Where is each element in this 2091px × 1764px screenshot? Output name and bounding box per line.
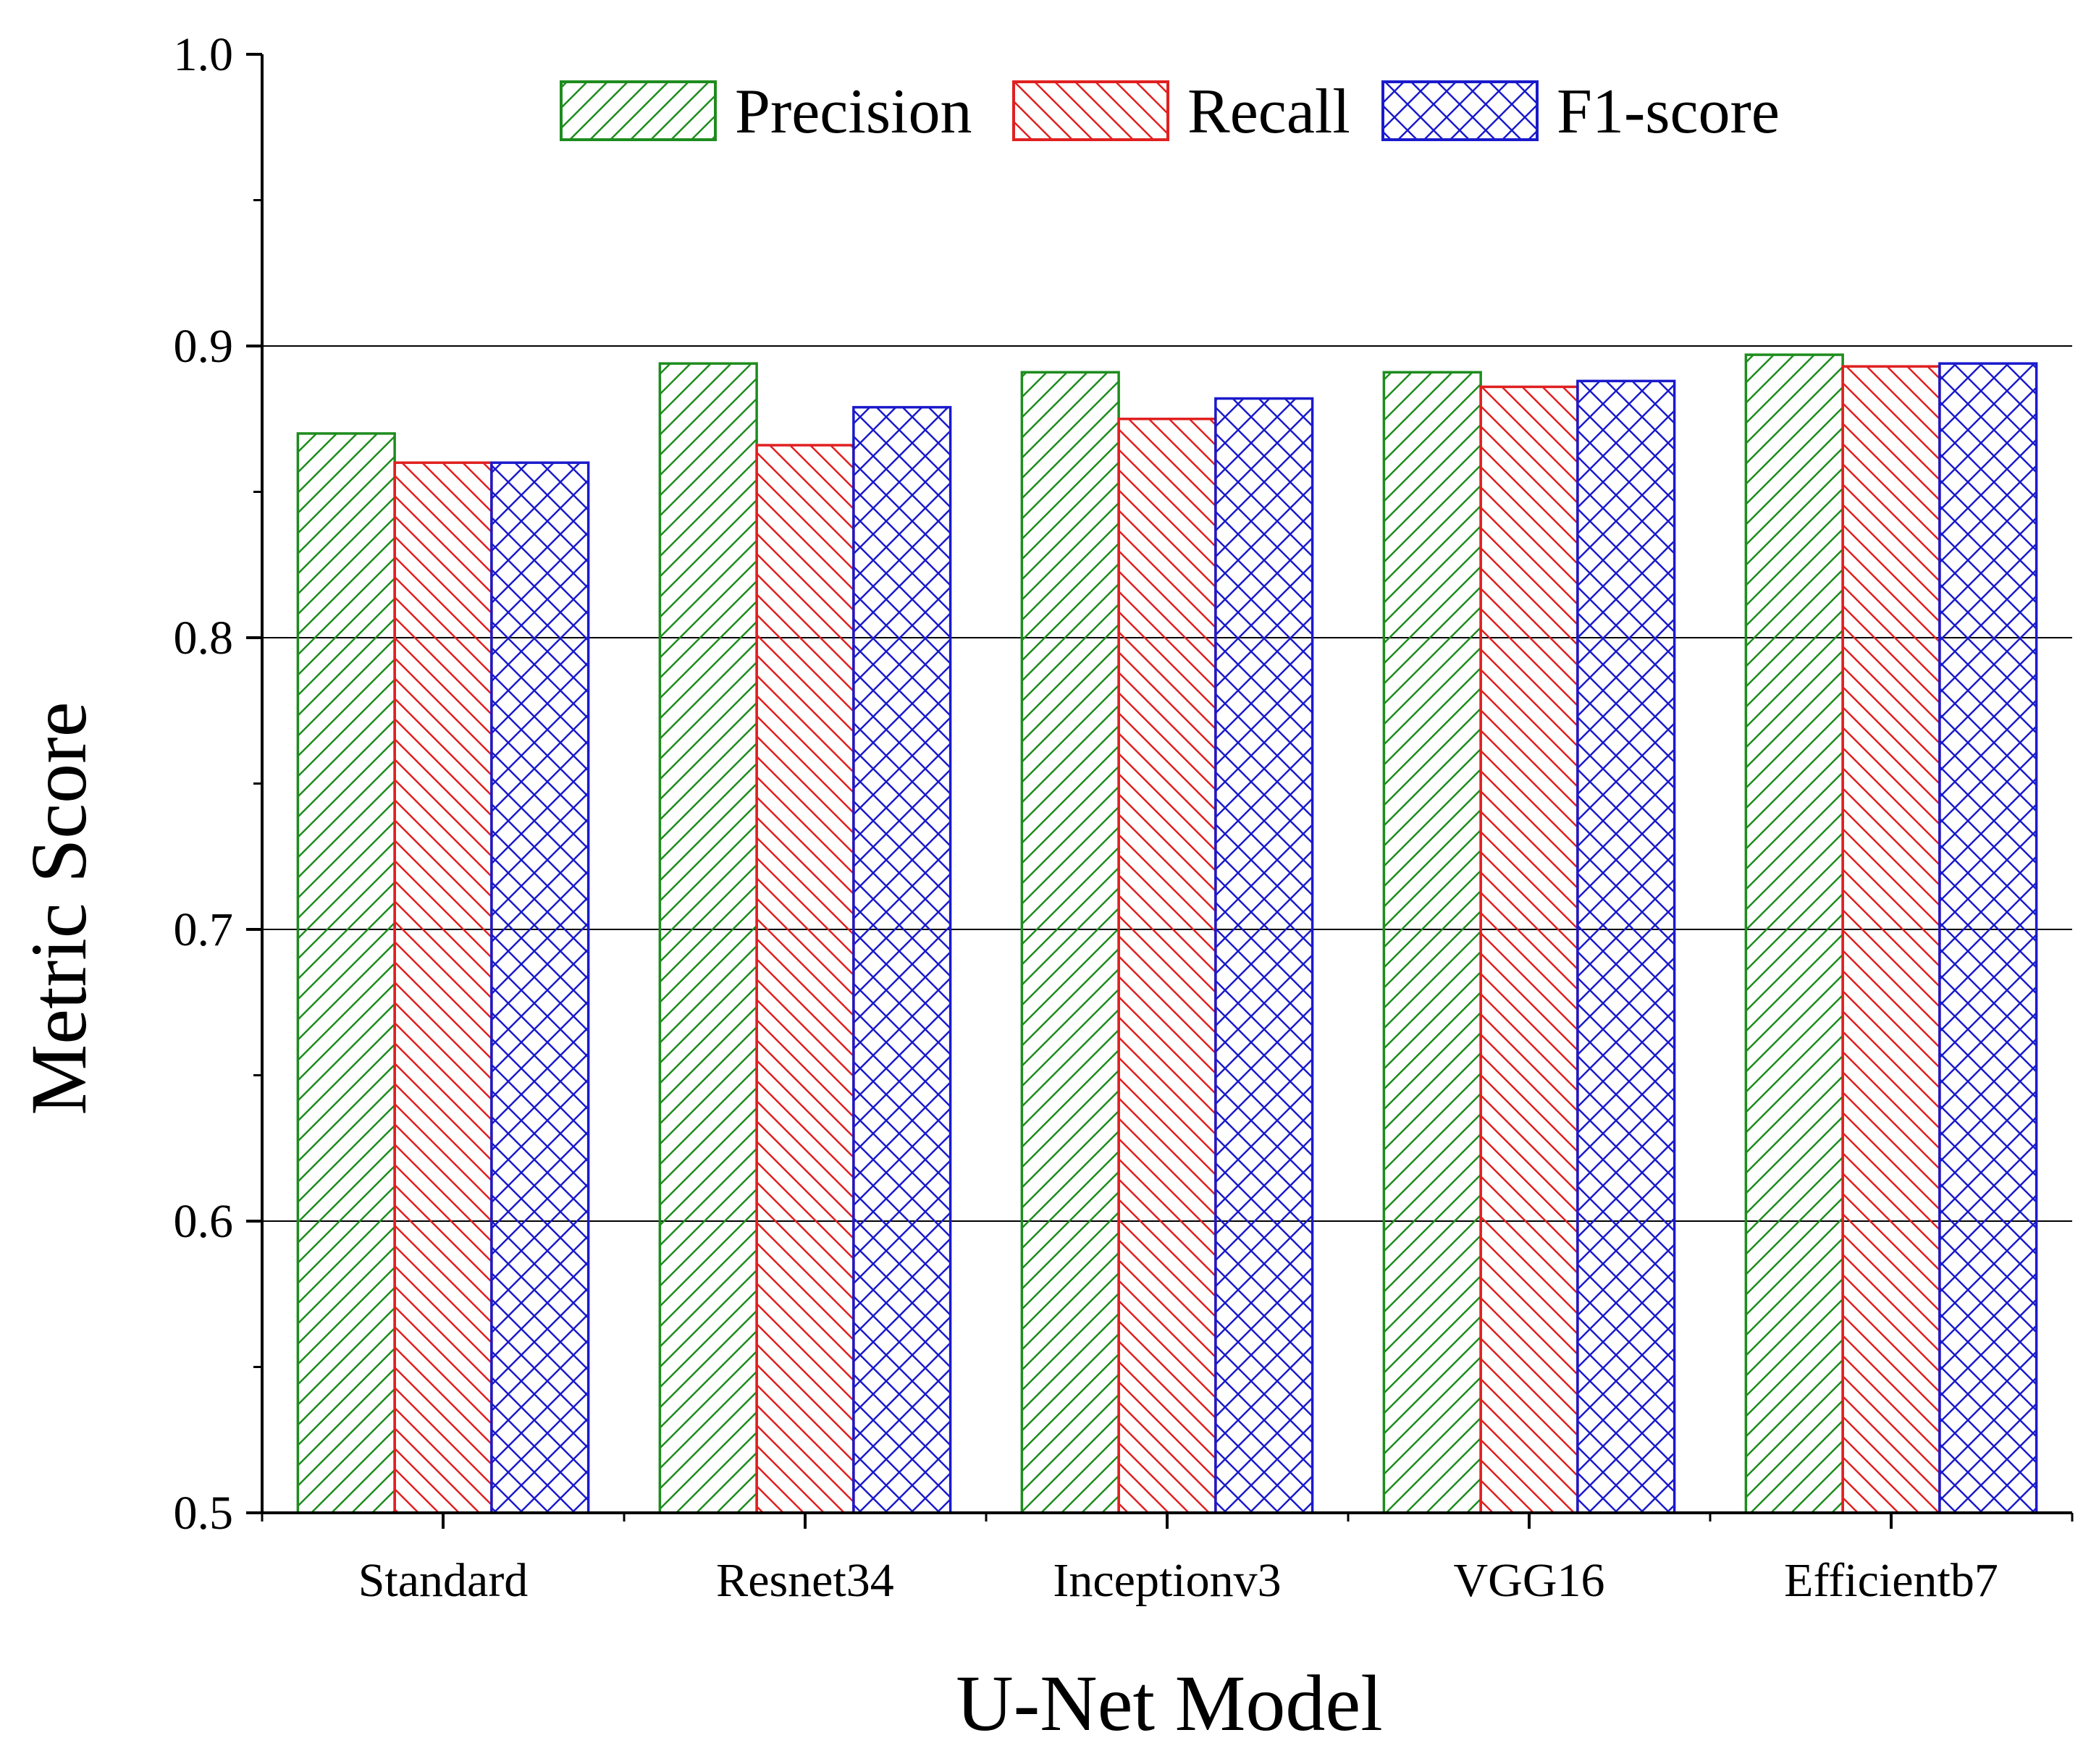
legend-label: Precision [735,77,972,147]
x-axis-title: U-Net Model [956,1659,1383,1747]
legend-swatch-recall [1012,80,1169,141]
bar-precision-4 [1744,353,1844,1514]
bar-f1-score-1 [852,405,952,1514]
bar-precision-0 [296,432,396,1514]
bar-f1-score-2 [1214,397,1314,1514]
bar-recall-1 [755,444,855,1514]
bar-recall-4 [1841,365,1941,1514]
bar-f1-score-3 [1576,379,1676,1514]
tick-labels: 0.5 0.6 0.7 0.8 0.9 1.0 Standard Resnet34 Incept… [174,28,1998,1607]
y-axis-title: Metric Score [14,701,103,1115]
axes [246,53,2074,1529]
y-tick-label: 1.0 [174,28,234,81]
x-category-label: Standard [358,1554,529,1607]
bar-precision-1 [658,362,758,1514]
x-category-label: Inceptionv3 [1053,1554,1281,1607]
bar-recall-2 [1117,418,1217,1514]
legend: Precision Recall F1-score [560,77,1780,147]
y-tick-label: 0.6 [174,1195,234,1248]
bar-recall-3 [1479,385,1579,1514]
bar-f1-score-0 [490,461,590,1514]
y-tick-label: 0.8 [174,612,234,664]
legend-label: Recall [1187,77,1350,147]
x-category-label: VGG16 [1454,1554,1605,1607]
x-category-label: Efficientb7 [1784,1554,1998,1607]
bar-precision-3 [1382,371,1482,1514]
bar-recall-0 [393,461,493,1514]
legend-label: F1-score [1557,77,1780,147]
x-category-label: Resnet34 [716,1554,894,1607]
bars [296,353,2038,1514]
legend-swatch-f1-score [1381,80,1539,141]
y-tick-label: 0.5 [174,1487,234,1540]
legend-swatch-precision [560,80,717,141]
bar-precision-2 [1020,371,1120,1514]
y-tick-label: 0.7 [174,903,234,956]
y-tick-label: 0.9 [174,320,234,373]
bar-f1-score-4 [1938,362,2038,1514]
